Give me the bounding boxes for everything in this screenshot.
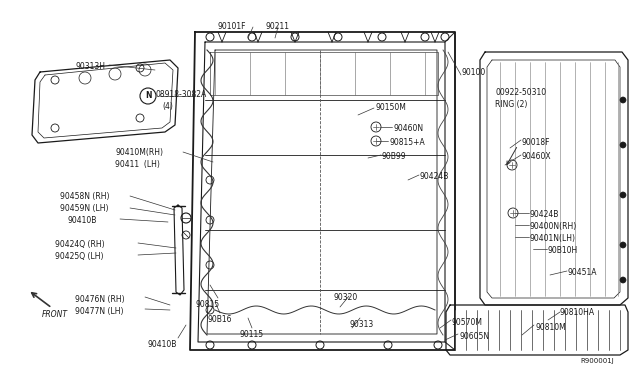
Circle shape [620, 242, 626, 248]
Text: R900001J: R900001J [580, 358, 614, 364]
Text: 90424B: 90424B [420, 172, 449, 181]
Circle shape [620, 142, 626, 148]
Text: 90313H: 90313H [75, 62, 105, 71]
Text: 90459N (LH): 90459N (LH) [60, 204, 109, 213]
Text: 90815: 90815 [196, 300, 220, 309]
Text: 90458N (RH): 90458N (RH) [60, 192, 109, 201]
Text: 90100: 90100 [462, 68, 486, 77]
Text: 90476N (RH): 90476N (RH) [75, 295, 125, 304]
Text: 90B99: 90B99 [382, 152, 406, 161]
Circle shape [620, 192, 626, 198]
Text: 90410B: 90410B [68, 216, 97, 225]
Text: 90460X: 90460X [522, 152, 552, 161]
Text: 90410B: 90410B [148, 340, 177, 349]
Text: 90424B: 90424B [530, 210, 559, 219]
Text: 90B16: 90B16 [208, 315, 232, 324]
Text: 90477N (LH): 90477N (LH) [75, 307, 124, 316]
Text: 90451A: 90451A [568, 268, 598, 277]
Text: 90115: 90115 [240, 330, 264, 339]
Text: 00922-50310: 00922-50310 [495, 88, 546, 97]
Text: 90400N(RH): 90400N(RH) [530, 222, 577, 231]
Text: 90401N(LH): 90401N(LH) [530, 234, 576, 243]
Text: 90815+A: 90815+A [389, 138, 425, 147]
Text: 90570M: 90570M [452, 318, 483, 327]
Text: 90B10H: 90B10H [548, 246, 579, 255]
Text: 90411  (LH): 90411 (LH) [115, 160, 160, 169]
Text: 90018F: 90018F [522, 138, 550, 147]
Text: (4): (4) [162, 102, 173, 111]
Text: 90410M(RH): 90410M(RH) [115, 148, 163, 157]
Text: 90211: 90211 [265, 22, 289, 31]
Text: RING (2): RING (2) [495, 100, 527, 109]
Text: 90810HA: 90810HA [560, 308, 595, 317]
Text: 08918-3082A: 08918-3082A [155, 90, 206, 99]
Text: FRONT: FRONT [42, 310, 68, 319]
Text: 90101F: 90101F [218, 22, 246, 31]
Text: 90425Q (LH): 90425Q (LH) [55, 252, 104, 261]
Text: 90810M: 90810M [535, 323, 566, 332]
Circle shape [620, 97, 626, 103]
Text: 90605N: 90605N [460, 332, 490, 341]
Circle shape [620, 277, 626, 283]
Text: 90150M: 90150M [376, 103, 407, 112]
Text: 90424Q (RH): 90424Q (RH) [55, 240, 104, 249]
Text: 90460N: 90460N [393, 124, 423, 133]
Text: 90313: 90313 [350, 320, 374, 329]
Text: N: N [145, 92, 151, 100]
Text: 90320: 90320 [333, 293, 357, 302]
